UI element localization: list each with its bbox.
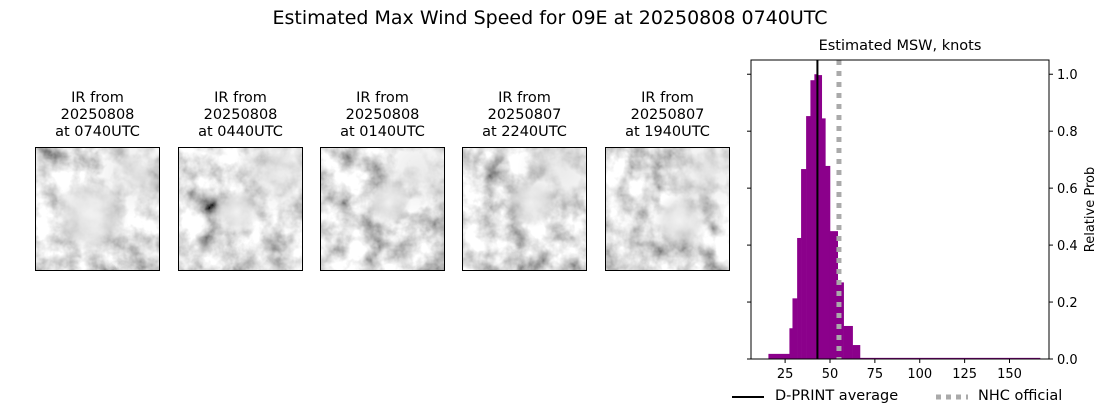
ir-panel: IR from 20250807 at 2240UTC	[462, 90, 587, 271]
histogram-bar	[817, 75, 823, 360]
caption-line: 20250807	[630, 107, 705, 123]
histogram-bar	[797, 237, 802, 359]
x-tick-label: 100	[907, 367, 932, 382]
caption-line: IR from	[498, 90, 551, 106]
x-tick-label: 150	[997, 367, 1022, 382]
caption-line: 20250808	[345, 107, 420, 123]
y-tick-label: 0.6	[1057, 182, 1078, 197]
chart-title: Estimated MSW, knots	[819, 38, 982, 54]
histogram-bar	[814, 74, 819, 359]
legend-dprint-label: D-PRINT average	[775, 388, 899, 404]
caption-line: at 2240UTC	[482, 124, 567, 140]
caption-line: at 1940UTC	[625, 124, 710, 140]
caption-line: 20250808	[60, 107, 135, 123]
ir-satellite-image	[35, 147, 160, 271]
histogram-bar	[806, 116, 811, 359]
ir-panel: IR from 20250808 at 0140UTC	[320, 90, 445, 271]
caption-line: 20250807	[487, 107, 562, 123]
y-tick-label: 0.8	[1057, 125, 1078, 140]
y-tick-label: 0.4	[1057, 239, 1078, 254]
histogram-bar	[837, 282, 844, 359]
ir-satellite-image	[462, 147, 587, 271]
ir-satellite-image	[320, 147, 445, 271]
histogram-bar	[829, 231, 839, 359]
y-tick-label: 1.0	[1057, 68, 1078, 83]
histogram-bar	[810, 80, 815, 360]
x-tick-label: 125	[952, 367, 977, 382]
caption-line: IR from	[71, 90, 124, 106]
caption-line: IR from	[356, 90, 409, 106]
y-tick-label: 0.2	[1057, 296, 1078, 311]
histogram-bar	[843, 325, 853, 359]
y-axis-label: Relative Prob	[1083, 167, 1098, 252]
ir-satellite-image	[178, 147, 303, 271]
histogram-bar	[768, 353, 790, 359]
caption-line: at 0140UTC	[340, 124, 425, 140]
caption-line: IR from	[214, 90, 267, 106]
histogram-bar	[789, 328, 793, 359]
legend-nhc-label: NHC official	[978, 388, 1063, 404]
figure-title: Estimated Max Wind Speed for 09E at 2025…	[272, 7, 828, 29]
ir-panel: IR from 20250807 at 1940UTC	[605, 90, 730, 271]
x-tick-label: 50	[822, 367, 839, 382]
caption-line: IR from	[641, 90, 694, 106]
ir-panel-caption: IR from 20250807 at 1940UTC	[585, 90, 750, 147]
histogram-bar	[821, 118, 826, 359]
histogram-bar	[825, 165, 831, 359]
caption-line: at 0440UTC	[198, 124, 283, 140]
ir-panel-caption: IR from 20250808 at 0140UTC	[300, 90, 465, 147]
histogram-bar	[859, 357, 1041, 359]
histogram-bar	[792, 298, 798, 359]
caption-line: 20250808	[203, 107, 278, 123]
ir-satellite-image	[605, 147, 730, 271]
x-tick-label: 75	[867, 367, 884, 382]
x-tick-label: 25	[777, 367, 794, 382]
ir-panel-caption: IR from 20250808 at 0440UTC	[158, 90, 323, 147]
caption-line: at 0740UTC	[55, 124, 140, 140]
ir-panel: IR from 20250808 at 0440UTC	[178, 90, 303, 271]
histogram-bar	[852, 345, 861, 359]
plot-frame	[750, 59, 1050, 360]
histogram-bar	[801, 169, 807, 359]
ir-panel: IR from 20250808 at 0740UTC	[35, 90, 160, 271]
y-tick-label: 0.0	[1057, 353, 1078, 368]
ir-panel-caption: IR from 20250807 at 2240UTC	[442, 90, 607, 147]
ir-panel-caption: IR from 20250808 at 0740UTC	[15, 90, 180, 147]
